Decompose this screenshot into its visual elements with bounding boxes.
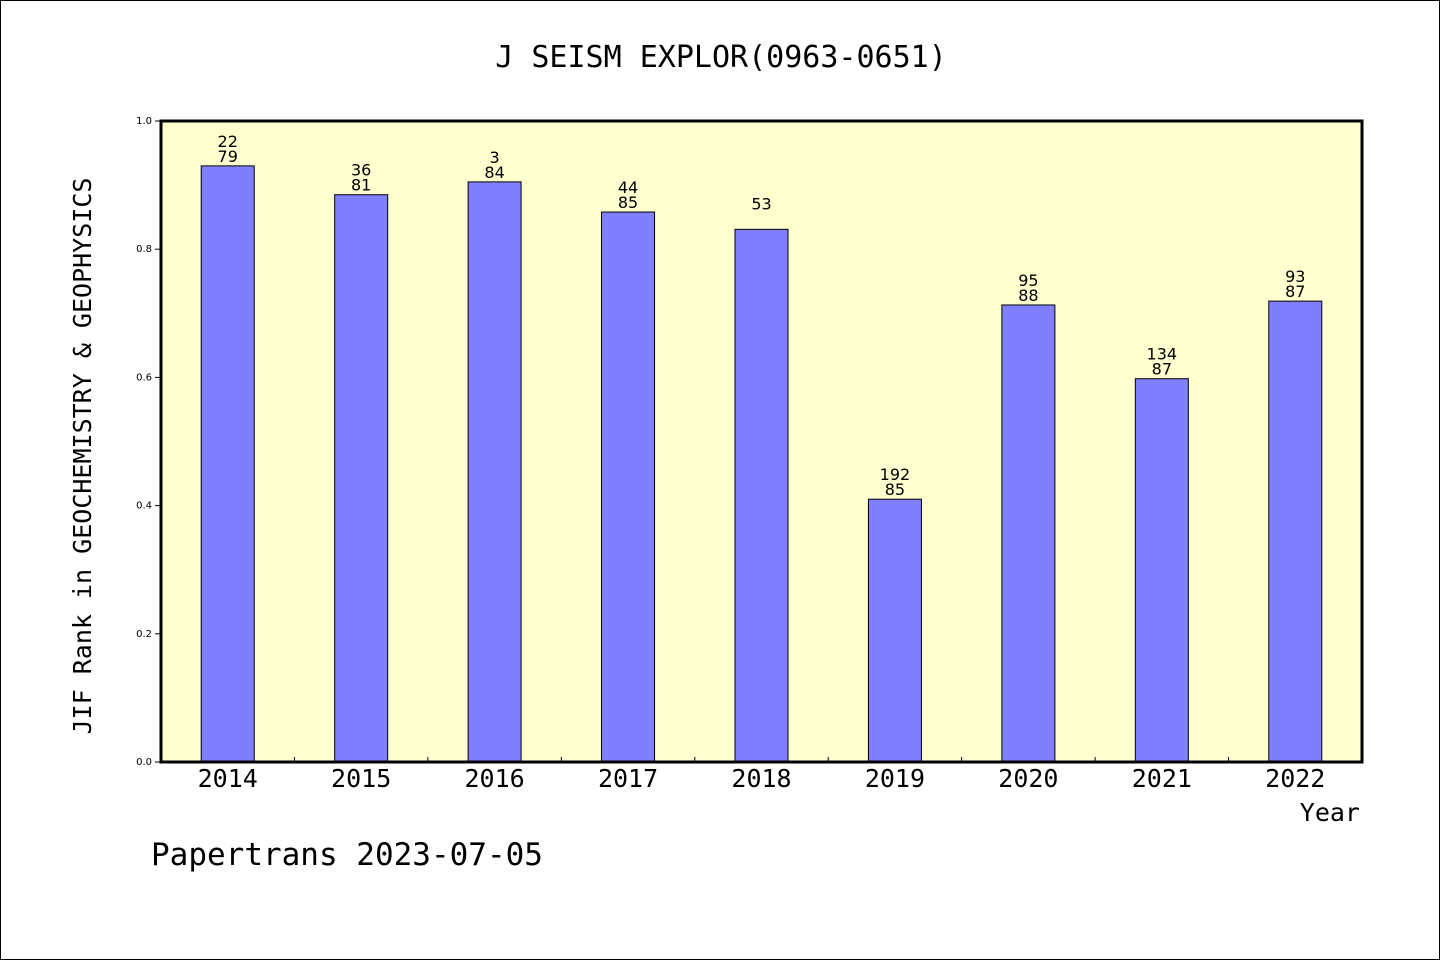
y-tick-label: 0.8 (136, 244, 152, 255)
bar-label-count: 81 (351, 176, 371, 195)
bar-2014 (200, 165, 255, 763)
bar-label-count: 79 (218, 147, 238, 166)
x-tick-label: 2016 (465, 764, 525, 793)
bar-2018 (734, 228, 789, 763)
x-tick-label: 2019 (865, 764, 925, 793)
y-tick-label: 0.6 (136, 372, 152, 383)
bar-2015 (334, 194, 389, 763)
bar-2017 (601, 211, 656, 763)
bar-label-count: 85 (885, 480, 905, 499)
bar-label-count: 85 (618, 193, 638, 212)
x-tick-label: 2014 (198, 764, 258, 793)
bar-2016 (467, 181, 522, 763)
bar-2021 (1134, 378, 1189, 763)
y-tick-label: 0.2 (136, 629, 152, 640)
bar-label-rank: 134 (1147, 345, 1178, 364)
bar-2020 (1001, 304, 1056, 763)
bar-label-rank: 53 (751, 194, 771, 213)
y-tick-label: 1.0 (136, 116, 152, 127)
footer-text: Papertrans 2023-07-05 (151, 837, 543, 873)
x-axis-label: Year (1300, 798, 1360, 827)
x-tick-label: 2020 (998, 764, 1058, 793)
bar-label-rank: 95 (1018, 271, 1038, 290)
bar-label-rank: 44 (618, 178, 638, 197)
bar-2022 (1268, 300, 1323, 763)
bars-layer (200, 165, 1323, 763)
y-tick-label: 0.4 (136, 501, 152, 512)
x-axis: 2014 2015 2016 2017 2018 2019 2020 2021 2022 (198, 757, 1325, 793)
y-tick-label: 0.0 (136, 757, 152, 768)
x-tick-label: 2015 (331, 764, 391, 793)
bar-label-rank: 93 (1285, 267, 1305, 286)
x-tick-label: 2017 (598, 764, 658, 793)
x-tick-label: 2021 (1132, 764, 1192, 793)
chart-title: J SEISM EXPLOR(0963-0651) (495, 40, 947, 75)
bar-label-rank: 3 (490, 148, 500, 167)
y-axis-label: JIF Rank in GEOCHEMISTRY & GEOPHYSICS (68, 178, 97, 735)
bar-label-rank: 22 (218, 132, 238, 151)
y-axis: 0.0 0.2 0.4 0.6 0.8 1.0 (136, 116, 161, 768)
x-tick-label: 2018 (731, 764, 791, 793)
bar-label-rank: 192 (880, 465, 911, 484)
bar-label-rank: 36 (351, 161, 371, 180)
bar-label-count: 87 (1285, 282, 1305, 301)
x-tick-label: 2022 (1265, 764, 1325, 793)
bar-label-count: 84 (484, 163, 504, 182)
bar-label-count: 88 (1018, 286, 1038, 305)
bar-label-count: 87 (1152, 360, 1172, 379)
plot-border (159, 119, 1364, 764)
bar-2019 (867, 498, 922, 763)
